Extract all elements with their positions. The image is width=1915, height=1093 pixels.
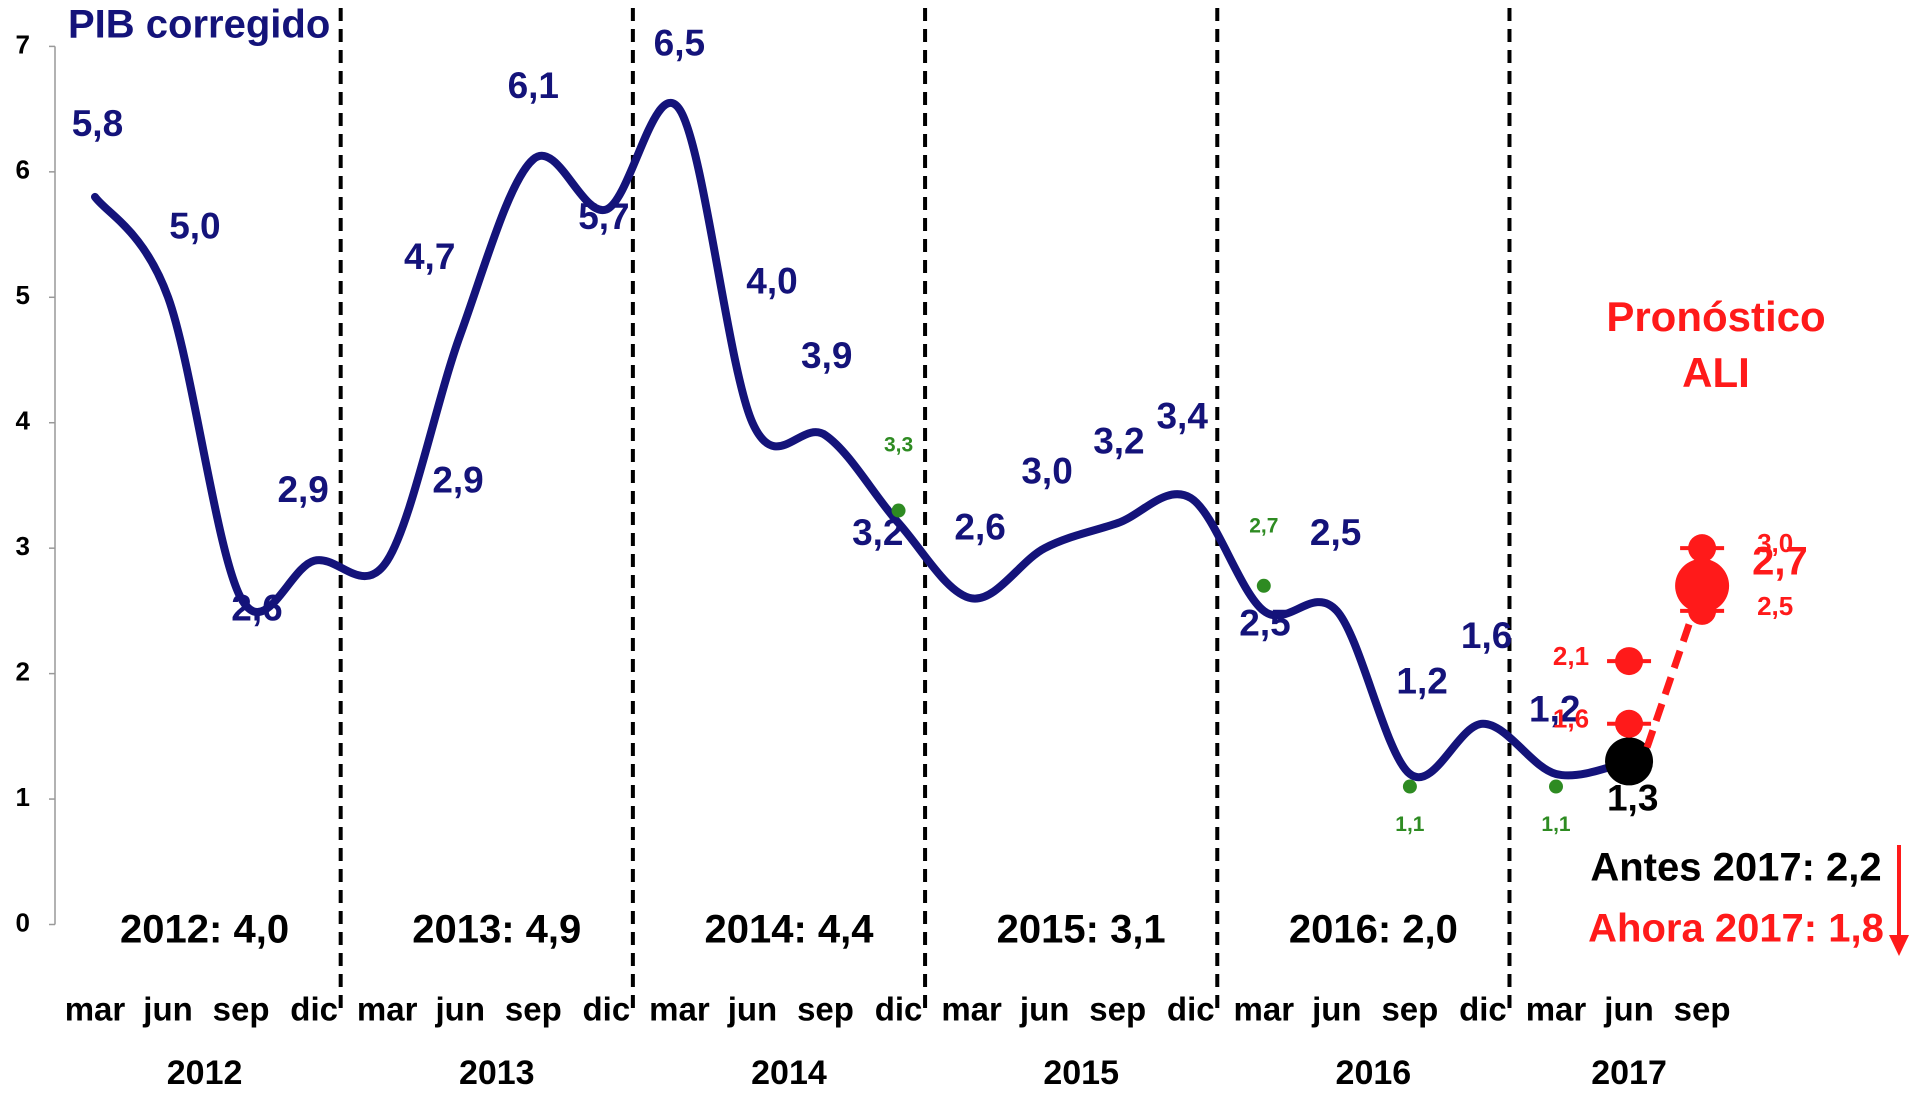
data-label: 1,1: [1395, 813, 1425, 836]
data-label: 5,7: [578, 196, 629, 237]
x-tick-label: dic: [1167, 991, 1215, 1028]
data-label: 2,7: [1249, 515, 1278, 538]
data-label: 2,6: [954, 507, 1005, 548]
year-summary: 2015: 3,1: [997, 908, 1166, 952]
x-tick-label: dic: [583, 991, 631, 1028]
x-tick-label: mar: [357, 991, 418, 1028]
x-tick-label: mar: [1526, 991, 1587, 1028]
point: [891, 503, 906, 518]
data-label: 2,5: [1310, 512, 1361, 553]
data-label: 2,9: [432, 459, 483, 500]
x-group-label: 2012: [167, 1054, 243, 1092]
forecast-line: [1643, 602, 1700, 749]
data-label: 3,2: [852, 512, 903, 553]
x-group-label: 2013: [459, 1054, 535, 1092]
forecast-label: ALI: [1682, 349, 1750, 396]
x-tick-label: mar: [65, 991, 126, 1028]
chart-title: PIB corregido: [68, 3, 330, 47]
x-tick-label: jun: [1019, 991, 1069, 1028]
y-tick-label: 7: [16, 29, 30, 59]
x-tick-label: sep: [1381, 991, 1438, 1028]
x-tick-label: jun: [1603, 991, 1653, 1028]
x-group-label: 2014: [751, 1054, 827, 1092]
x-tick-label: mar: [941, 991, 1002, 1028]
x-tick-label: dic: [875, 991, 923, 1028]
data-label: 1,2: [1529, 688, 1580, 729]
data-label: 2,1: [1553, 641, 1589, 671]
y-tick-label: 3: [16, 531, 30, 561]
y-tick-label: 2: [16, 656, 30, 686]
x-group-label: 2016: [1336, 1054, 1412, 1092]
data-label: 5,8: [72, 103, 123, 144]
data-label: 3,0: [1757, 528, 1793, 558]
x-tick-label: dic: [290, 991, 338, 1028]
data-label: 3,0: [1021, 450, 1072, 491]
data-label: 1,6: [1461, 615, 1512, 656]
x-tick-label: jun: [142, 991, 192, 1028]
y-tick-label: 0: [16, 907, 30, 937]
year-summary: 2016: 2,0: [1289, 908, 1458, 952]
data-label: 3,4: [1156, 395, 1208, 436]
data-label: 2,6: [231, 587, 282, 628]
data-label: 5,0: [169, 206, 220, 247]
data-label: 2,7: [1752, 539, 1808, 583]
x-tick-label: sep: [505, 991, 562, 1028]
forecast-point: [1615, 647, 1644, 676]
x-tick-label: sep: [797, 991, 854, 1028]
y-tick-label: 5: [16, 280, 30, 310]
data-label: 3,2: [1093, 420, 1144, 461]
data-label: 1,3: [1607, 777, 1658, 818]
data-label: 3,3: [884, 433, 913, 456]
data-label: 4,0: [746, 260, 797, 301]
highlight-point: [1605, 737, 1654, 786]
forecast-point: [1615, 709, 1644, 738]
data-label: 3,9: [801, 335, 852, 376]
data-label: 2,9: [277, 469, 328, 510]
data-label: 1,6: [1553, 704, 1589, 734]
data-label: 6,1: [508, 65, 559, 106]
note: Antes 2017: 2,2: [1590, 846, 1881, 890]
forecast-point: [1688, 534, 1717, 563]
data-label: 6,5: [654, 22, 705, 63]
data-label: 1,2: [1396, 660, 1447, 701]
year-summary: 2012: 4,0: [120, 908, 289, 952]
x-tick-label: mar: [1234, 991, 1295, 1028]
line: [91, 98, 1634, 781]
forecast-label: Pronóstico: [1606, 293, 1825, 340]
x-tick-label: mar: [649, 991, 710, 1028]
data-label: 2,5: [1239, 602, 1290, 643]
data-label: 1,1: [1541, 813, 1571, 836]
year-summary: 2014: 4,4: [704, 908, 874, 952]
x-group-label: 2015: [1043, 1054, 1119, 1092]
arrow-head: [1889, 935, 1909, 956]
forecast-point: [1675, 558, 1730, 613]
x-tick-label: sep: [1089, 991, 1146, 1028]
x-tick-label: jun: [727, 991, 777, 1028]
note: Ahora 2017: 1,8: [1588, 907, 1884, 951]
x-tick-label: sep: [1674, 991, 1731, 1028]
x-tick-label: dic: [1459, 991, 1507, 1028]
y-tick-label: 4: [16, 406, 31, 436]
y-tick-label: 1: [16, 782, 30, 812]
year-summary: 2013: 4,9: [412, 908, 581, 952]
y-tick-label: 6: [16, 155, 30, 185]
point: [1549, 779, 1563, 794]
data-label: 4,7: [404, 236, 455, 277]
x-tick-label: jun: [1311, 991, 1361, 1028]
data-label: 2,5: [1757, 591, 1793, 621]
x-tick-label: jun: [435, 991, 485, 1028]
point: [1402, 779, 1417, 794]
point: [1256, 578, 1271, 593]
x-tick-label: sep: [213, 991, 270, 1028]
x-group-label: 2017: [1591, 1054, 1667, 1092]
